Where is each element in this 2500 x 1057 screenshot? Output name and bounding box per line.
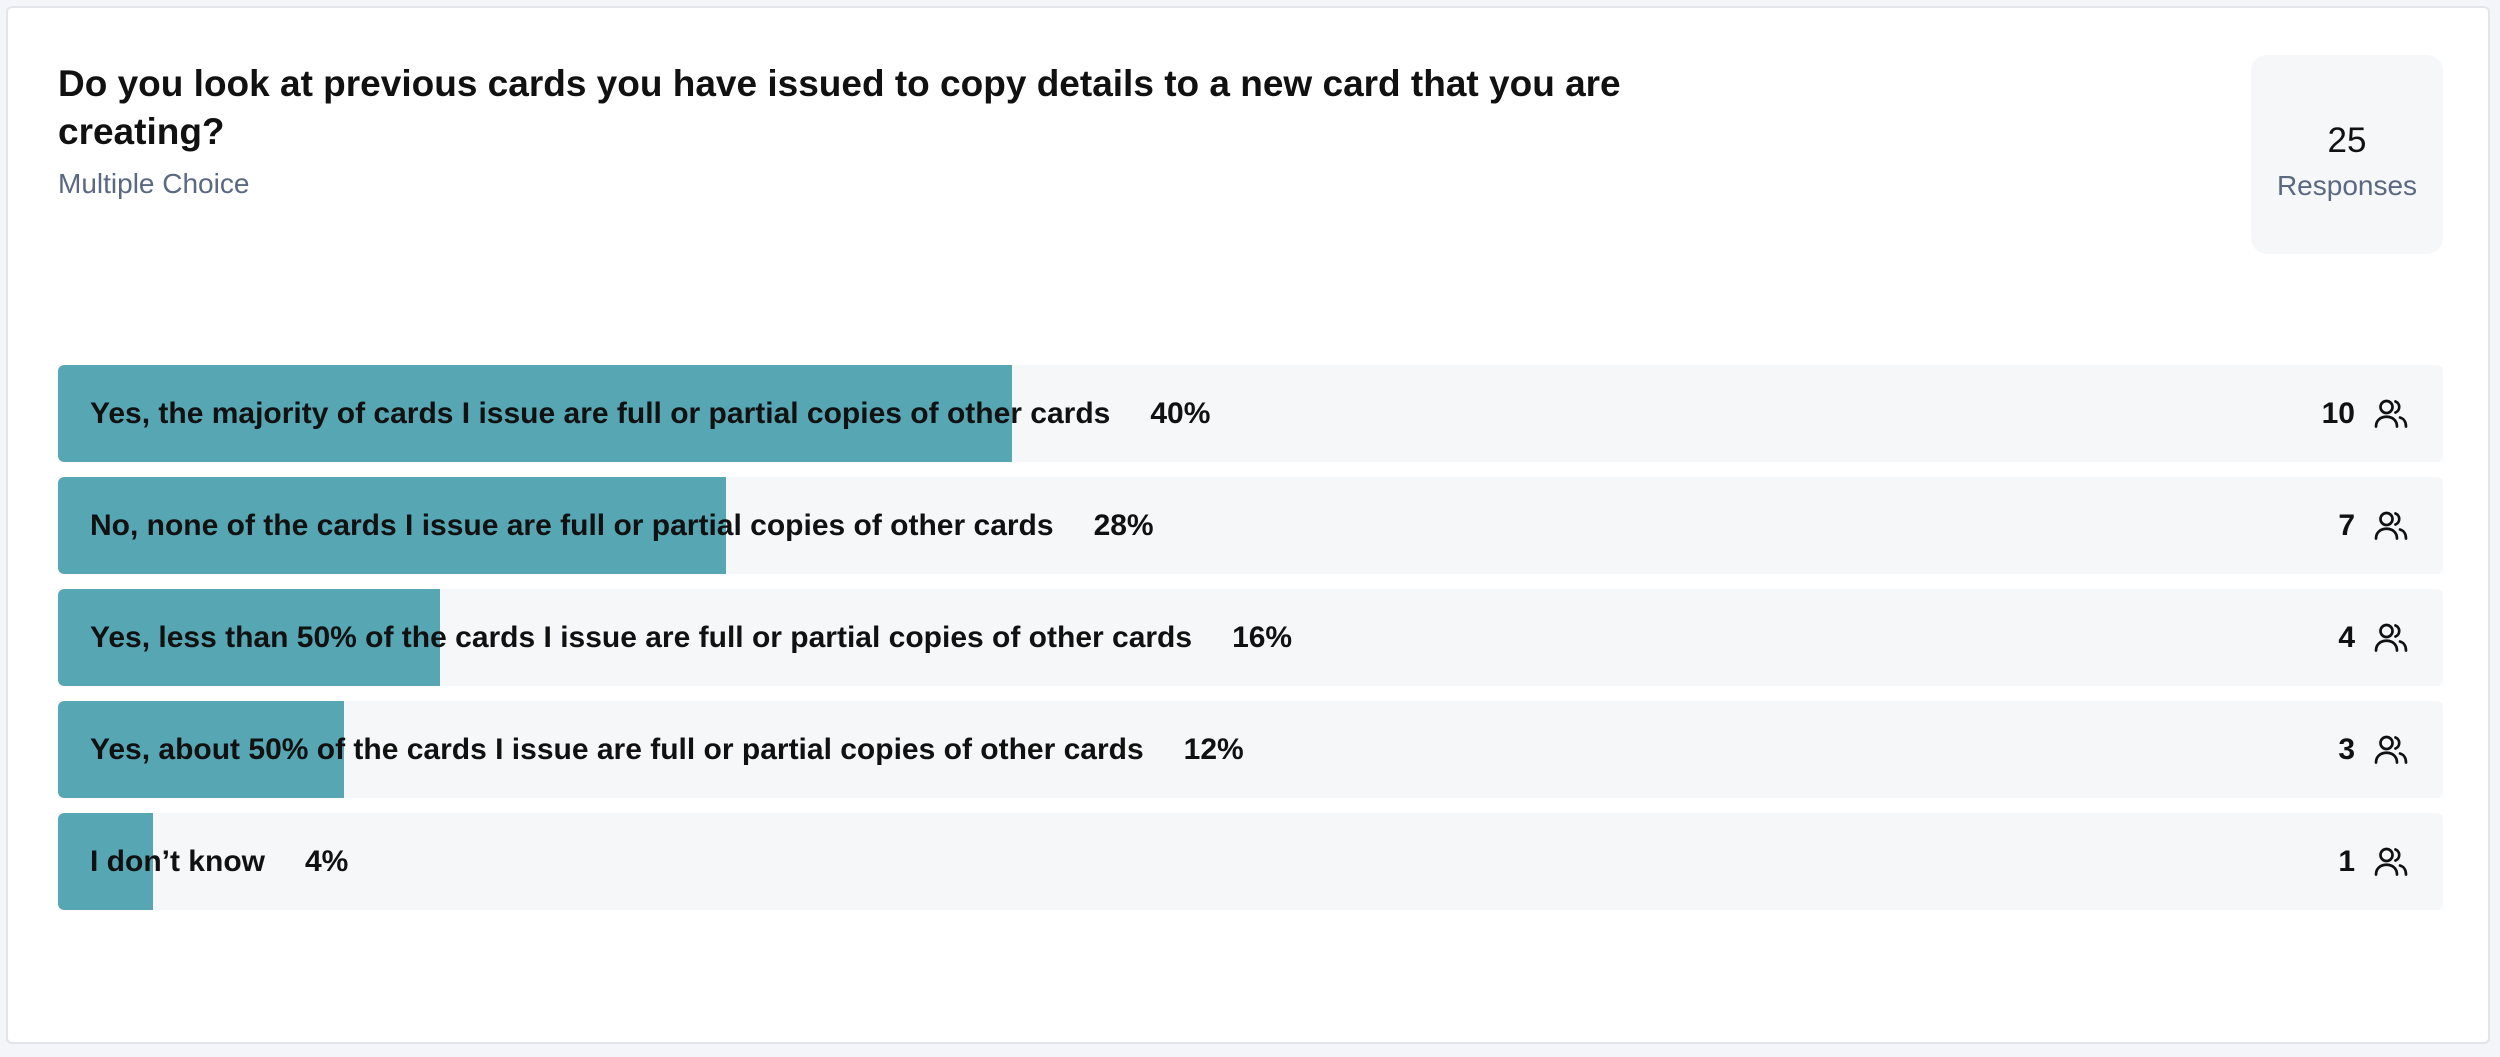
option-text: Yes, less than 50% of the cards I issue …	[90, 589, 1292, 686]
option-count: 4	[2338, 620, 2355, 654]
question-title: Do you look at previous cards you have i…	[58, 63, 1621, 152]
option-bar	[58, 365, 1012, 462]
option-count: 10	[2321, 396, 2355, 430]
question-card: Do you look at previous cards you have i…	[6, 6, 2490, 1044]
users-icon	[2374, 847, 2408, 876]
option-bar	[58, 477, 726, 574]
option-percent: 16%	[1232, 620, 1293, 654]
option-label: Yes, about 50% of the cards I issue are …	[90, 732, 1144, 766]
option-label: I don’t know	[90, 844, 265, 878]
responses-summary: 25 Responses	[2251, 55, 2443, 254]
option-text: I don’t know 4%	[90, 813, 348, 910]
option-row: Yes, about 50% of the cards I issue are …	[58, 701, 2443, 798]
option-text: Yes, the majority of cards I issue are f…	[90, 365, 1210, 462]
responses-count: 25	[2327, 121, 2367, 160]
users-icon	[2374, 511, 2408, 540]
option-row: No, none of the cards I issue are full o…	[58, 477, 2443, 574]
option-count: 1	[2338, 844, 2355, 878]
option-bar	[58, 813, 154, 910]
users-icon	[2374, 623, 2408, 652]
option-bar	[58, 589, 440, 686]
option-percent: 28%	[1093, 508, 1154, 542]
users-icon	[2374, 735, 2408, 764]
option-count: 3	[2338, 732, 2355, 766]
option-percent: 12%	[1183, 732, 1244, 766]
option-label: No, none of the cards I issue are full o…	[90, 508, 1054, 542]
question-type: Multiple Choice	[58, 168, 250, 199]
responses-label: Responses	[2276, 170, 2418, 201]
options-list: Yes, the majority of cards I issue are f…	[58, 365, 2443, 925]
option-text: Yes, about 50% of the cards I issue are …	[90, 701, 1244, 798]
option-percent: 4%	[304, 844, 349, 878]
option-label: Yes, less than 50% of the cards I issue …	[90, 620, 1193, 654]
option-text: No, none of the cards I issue are full o…	[90, 477, 1154, 574]
option-row: Yes, less than 50% of the cards I issue …	[58, 589, 2443, 686]
option-label: Yes, the majority of cards I issue are f…	[90, 396, 1111, 430]
option-row: I don’t know 4% 1	[58, 813, 2443, 910]
option-percent: 40%	[1150, 396, 1211, 430]
users-icon	[2374, 399, 2408, 428]
option-row: Yes, the majority of cards I issue are f…	[58, 365, 2443, 462]
option-bar	[58, 701, 345, 798]
option-count: 7	[2338, 508, 2355, 542]
